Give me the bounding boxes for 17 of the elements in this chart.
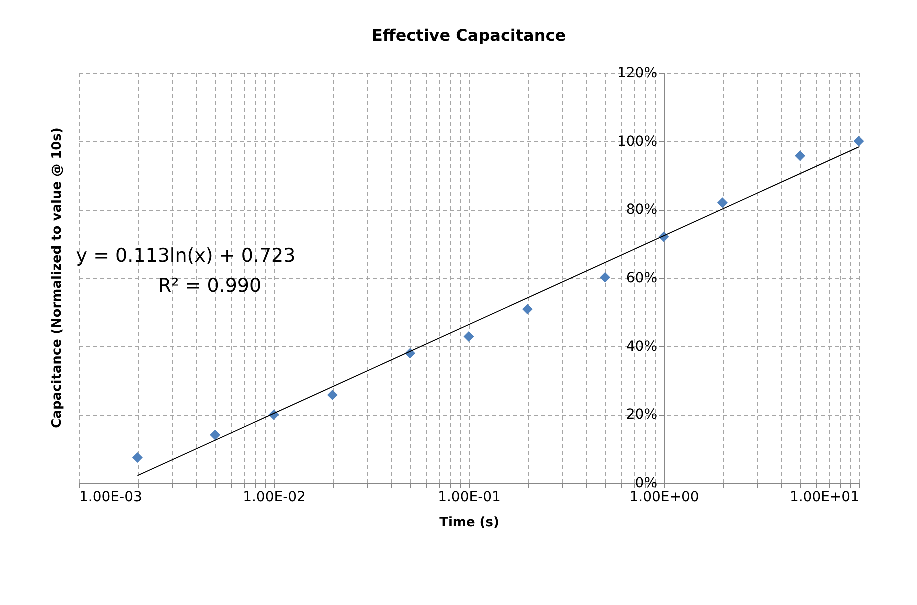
- y-tick-label: 40%: [626, 338, 658, 355]
- y-tick-label: 120%: [617, 66, 658, 82]
- y-axis-title: Capacitance (Normalized to value @ 10s): [50, 128, 65, 428]
- annotation: R² = 0.990: [158, 275, 262, 297]
- y-tick-label: 0%: [635, 476, 658, 492]
- y-tick-label: 100%: [617, 134, 658, 150]
- x-tick-label: 1.00E+01: [790, 490, 860, 506]
- x-tick-label: 1.00E-02: [243, 490, 306, 506]
- x-tick-label: 1.00E-03: [80, 490, 142, 506]
- y-tick-label: 60%: [626, 270, 658, 286]
- y-tick-label: 20%: [626, 407, 658, 424]
- chart-title: Effective Capacitance: [372, 26, 566, 45]
- x-axis-title: Time (s): [440, 516, 500, 530]
- x-tick-label: 1.00E+00: [630, 490, 700, 506]
- x-tick-label: 1.00E-01: [438, 490, 501, 506]
- y-tick-label: 80%: [626, 202, 658, 218]
- annotation: y = 0.113ln(x) + 0.723: [76, 245, 296, 267]
